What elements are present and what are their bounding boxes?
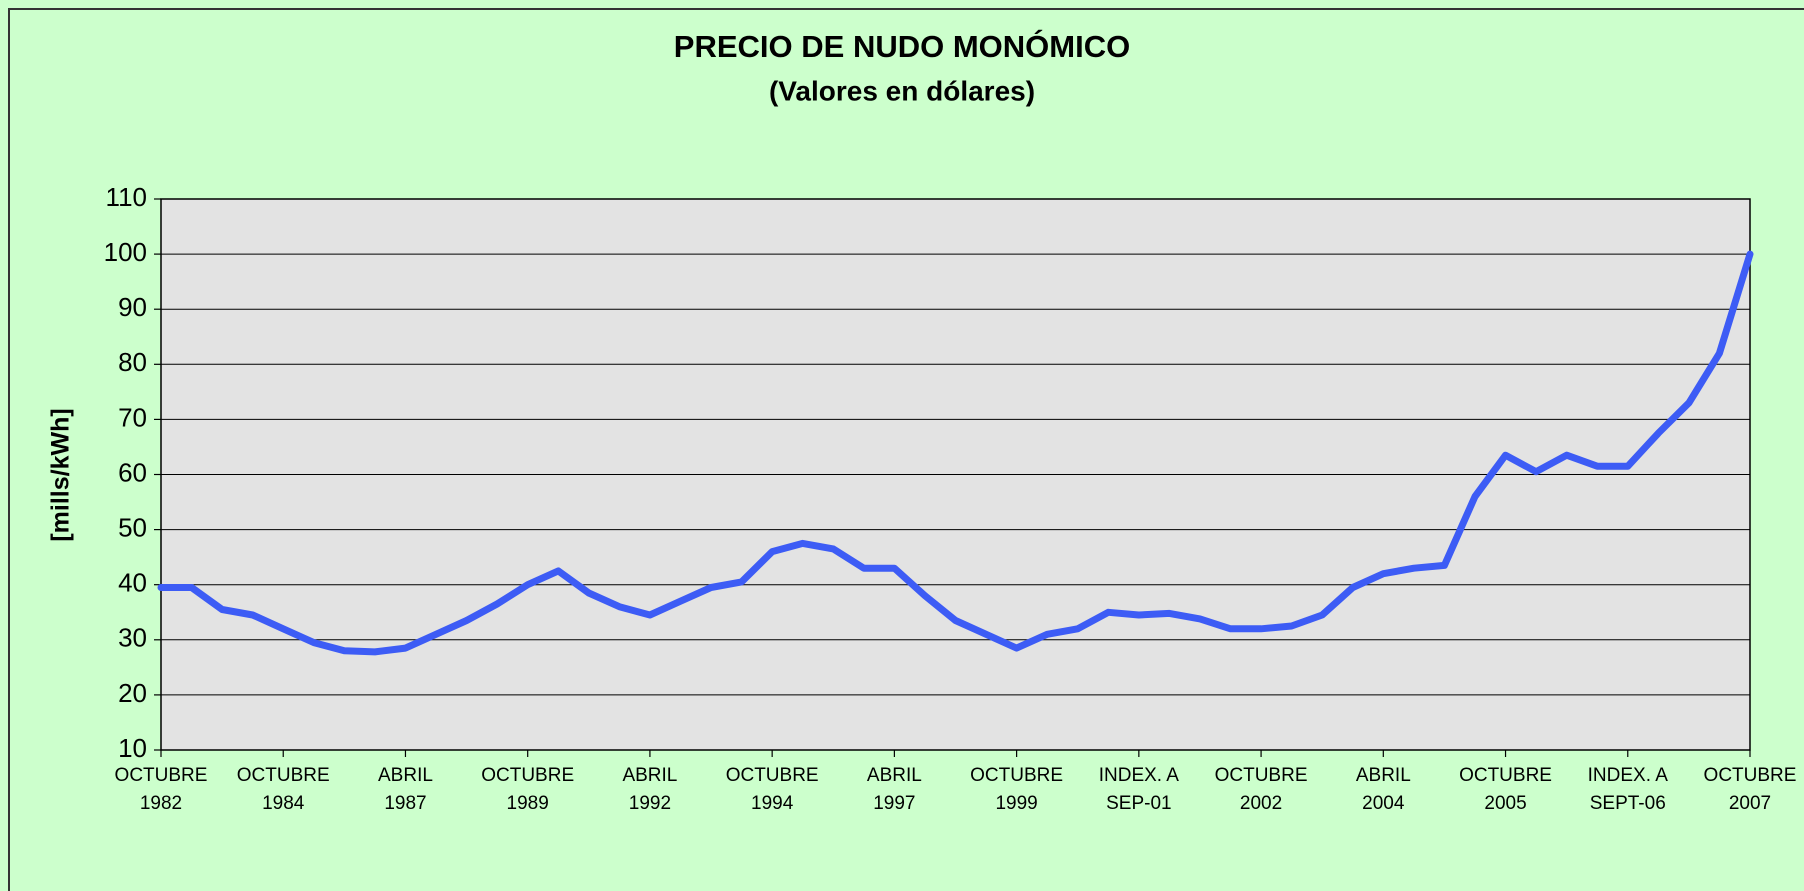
- x-tick-label: OCTUBRE: [1215, 765, 1308, 786]
- x-tick-label: OCTUBRE: [1704, 765, 1797, 786]
- x-tick-label: OCTUBRE: [481, 765, 574, 786]
- y-axis-label: [mills/kWh]: [47, 408, 75, 541]
- chart-title: PRECIO DE NUDO MONÓMICO: [674, 28, 1130, 64]
- x-tick-label: 1982: [140, 793, 182, 814]
- x-tick-label: 1984: [262, 793, 305, 814]
- data-line: [157, 250, 1754, 656]
- y-tick-label: 20: [118, 678, 147, 708]
- y-tick-label: 30: [118, 623, 147, 653]
- y-tick-label: 110: [106, 182, 147, 212]
- x-tick-label: 1994: [751, 793, 794, 814]
- y-tick-label: 70: [118, 402, 147, 432]
- x-tick-label: 1992: [629, 793, 671, 814]
- x-tick-label: ABRIL: [622, 765, 677, 786]
- x-tick-label: 2007: [1729, 793, 1771, 814]
- x-tick-label: 2004: [1362, 793, 1405, 814]
- x-tick-label: ABRIL: [867, 765, 922, 786]
- x-tick-label: OCTUBRE: [115, 765, 208, 786]
- y-tick-label: 90: [118, 292, 147, 322]
- y-tick-label: 100: [104, 237, 147, 267]
- y-tick-label: 40: [118, 568, 147, 598]
- x-tick-label: INDEX. A: [1588, 765, 1669, 786]
- x-tick-label: 1999: [995, 793, 1037, 814]
- x-tick-label: 2005: [1484, 793, 1526, 814]
- y-tick-label: 10: [118, 733, 147, 763]
- y-tick-label: 80: [118, 347, 147, 377]
- y-tick-label: 50: [118, 512, 147, 542]
- x-tick-label: OCTUBRE: [726, 765, 819, 786]
- x-tick-label: OCTUBRE: [1459, 765, 1552, 786]
- x-tick-label: ABRIL: [1356, 765, 1411, 786]
- x-tick-label: OCTUBRE: [970, 765, 1063, 786]
- x-tick-label: ABRIL: [378, 765, 433, 786]
- y-tick-label: 60: [118, 457, 147, 487]
- x-tick-label: 1987: [384, 793, 426, 814]
- chart-subtitle: (Valores en dólares): [769, 75, 1035, 106]
- x-tick-label: SEPT-06: [1590, 793, 1666, 814]
- x-tick-label: INDEX. A: [1099, 765, 1180, 786]
- x-tick-label: 1989: [507, 793, 549, 814]
- x-tick-label: SEP-01: [1106, 793, 1171, 814]
- x-tick-label: 1997: [873, 793, 915, 814]
- x-tick-label: OCTUBRE: [237, 765, 330, 786]
- x-tick-label: 2002: [1240, 793, 1282, 814]
